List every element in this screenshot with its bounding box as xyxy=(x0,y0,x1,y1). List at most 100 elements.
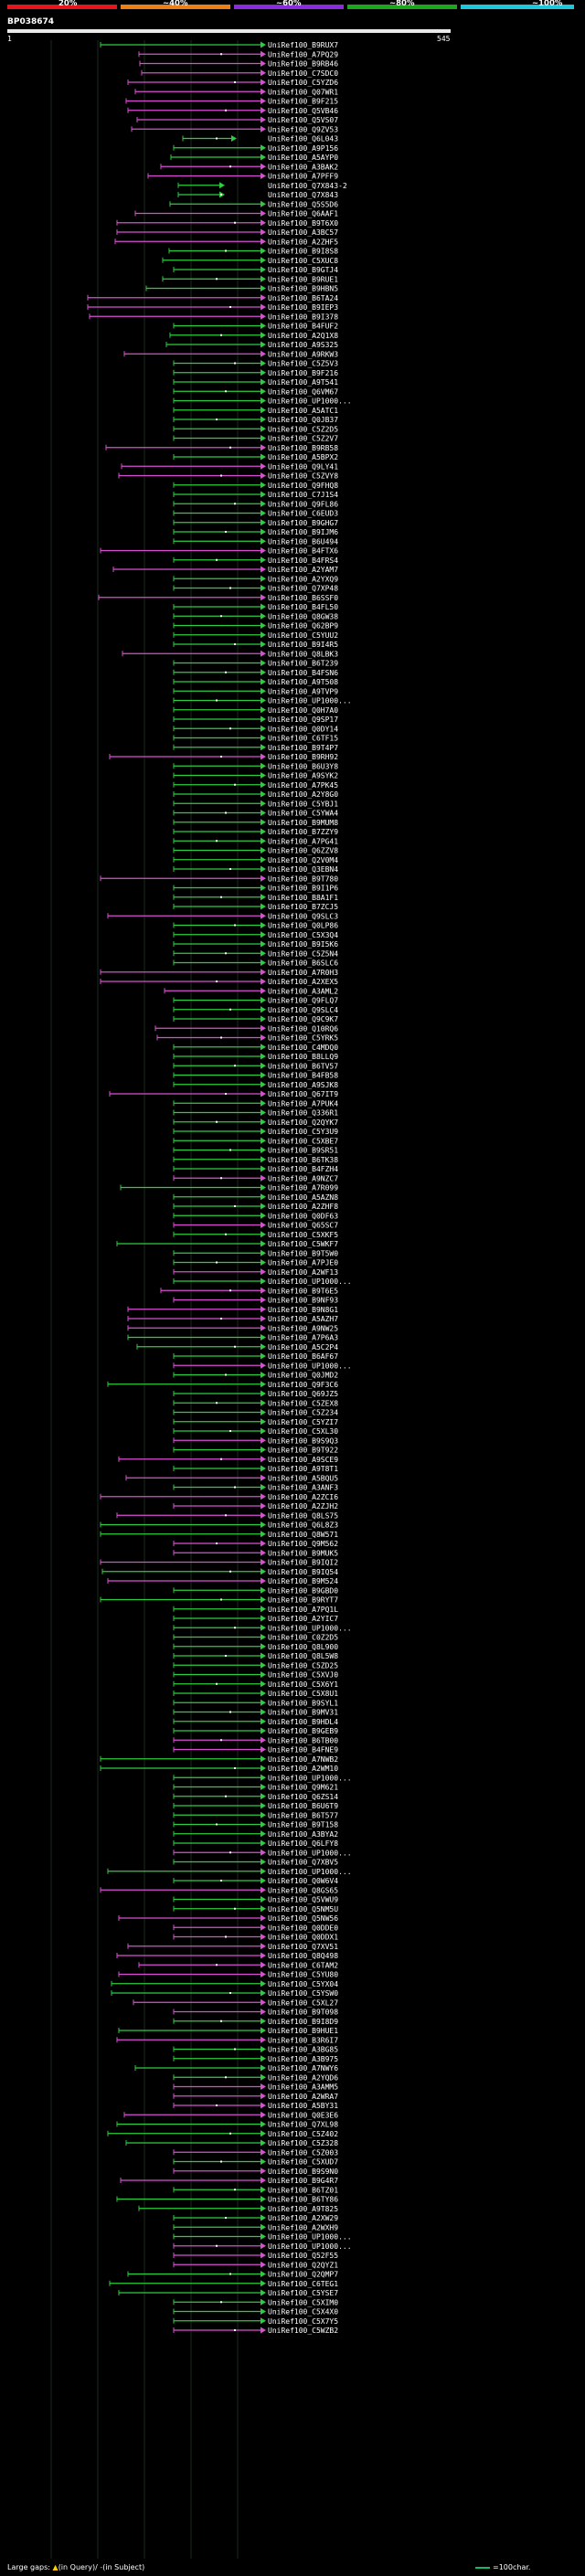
hit-row[interactable]: UniRef100_C5Z003 xyxy=(173,2148,338,2157)
hit-label[interactable]: UniRef100_C5X7Y5 xyxy=(268,2317,338,2326)
hit-row[interactable]: UniRef100_C5WKF7 xyxy=(116,1240,338,1248)
hit-label[interactable]: UniRef100_A7R099 xyxy=(268,1184,338,1193)
hit-row[interactable]: UniRef100_Q7XV51 xyxy=(127,1943,338,1951)
hit-row[interactable]: UniRef100_C5YZD6 xyxy=(127,79,338,87)
hit-row[interactable]: UniRef100_Q6L043 xyxy=(182,135,338,143)
hit-row[interactable]: UniRef100_Q2QYZ1 xyxy=(173,2261,338,2269)
hit-row[interactable]: UniRef100_C5Z5N4 xyxy=(173,949,338,958)
hit-row[interactable]: UniRef100_UP1000... xyxy=(173,1277,352,1286)
hit-row[interactable]: UniRef100_Q0H7A0 xyxy=(173,706,338,715)
hit-row[interactable]: UniRef100_B6SSF0 xyxy=(98,594,338,602)
hit-label[interactable]: UniRef100_Q65SC7 xyxy=(268,1222,338,1230)
hit-row[interactable]: UniRef100_Q65SC7 xyxy=(173,1222,338,1230)
hit-row[interactable]: UniRef100_B9I8D9 xyxy=(173,2018,338,2026)
hit-row[interactable]: UniRef100_A7PJE0 xyxy=(173,1259,338,1267)
hit-row[interactable]: UniRef100_Q5VS07 xyxy=(136,116,338,124)
hit-row[interactable]: UniRef100_B9HDL4 xyxy=(173,1718,338,1726)
hit-label[interactable]: UniRef100_C5Z234 xyxy=(268,1409,338,1417)
hit-label[interactable]: UniRef100_B4FRS4 xyxy=(268,557,338,565)
hit-row[interactable]: UniRef100_A2Y8G0 xyxy=(173,790,338,799)
hit-label[interactable]: UniRef100_B9IQ54 xyxy=(268,1568,338,1576)
hit-row[interactable]: UniRef100_Q6ZZV8 xyxy=(173,847,338,855)
hit-row[interactable]: UniRef100_B6SLC6 xyxy=(173,959,338,968)
hit-row[interactable]: UniRef100_Q9C9K7 xyxy=(173,1015,338,1023)
hit-row[interactable]: UniRef100_B6T577 xyxy=(173,1811,338,1819)
hit-label[interactable]: UniRef100_Q9LY41 xyxy=(268,462,338,471)
hit-label[interactable]: UniRef100_B9T6E5 xyxy=(268,1287,338,1295)
hit-row[interactable]: UniRef100_C5XBE7 xyxy=(173,1137,338,1145)
hit-row[interactable]: UniRef100_C5ZEX8 xyxy=(173,1399,338,1407)
hit-label[interactable]: UniRef100_UP1000... xyxy=(268,2242,352,2251)
hit-row[interactable]: UniRef100_Q7XP48 xyxy=(173,585,338,593)
hit-row[interactable]: UniRef100_C6TEG1 xyxy=(109,2280,338,2288)
hit-row[interactable]: UniRef100_Q5S5D6 xyxy=(169,200,338,208)
hit-label[interactable]: UniRef100_B9SR51 xyxy=(268,1147,338,1155)
hit-label[interactable]: UniRef100_Q6L043 xyxy=(268,135,338,143)
hit-row[interactable]: UniRef100_Q6L8Z3 xyxy=(100,1521,338,1530)
hit-row[interactable]: UniRef100_B9SR51 xyxy=(173,1147,338,1155)
hit-row[interactable]: UniRef100_B9HBN5 xyxy=(145,285,338,293)
hit-label[interactable]: UniRef100_A2ZHF8 xyxy=(268,1203,338,1211)
hit-row[interactable]: UniRef100_Q0JMD2 xyxy=(173,1372,338,1380)
hit-row[interactable]: UniRef100_A2YXQ9 xyxy=(173,575,338,583)
hit-row[interactable]: UniRef100_Q9F3C6 xyxy=(107,1381,338,1389)
hit-label[interactable]: UniRef100_Q6ZZV8 xyxy=(268,847,338,855)
hit-label[interactable]: UniRef100_Q67IT9 xyxy=(268,1090,338,1098)
hit-label[interactable]: UniRef100_Q52F55 xyxy=(268,2252,338,2260)
hit-label[interactable]: UniRef100_A5C2P4 xyxy=(268,1343,338,1352)
hit-label[interactable]: UniRef100_A7PUK4 xyxy=(268,1099,338,1108)
hit-label[interactable]: UniRef100_Q5S5D6 xyxy=(268,200,338,208)
hit-row[interactable]: UniRef100_B9NF93 xyxy=(173,1297,338,1305)
hit-label[interactable]: UniRef100_C5X4X0 xyxy=(268,2308,338,2316)
hit-label[interactable]: UniRef100_C5XUD7 xyxy=(268,2158,338,2167)
hit-label[interactable]: UniRef100_C5YSW0 xyxy=(268,1989,338,1998)
hit-row[interactable]: UniRef100_A3BAK2 xyxy=(160,163,338,171)
hit-row[interactable]: UniRef100_C5X6Y1 xyxy=(173,1680,338,1689)
hit-row[interactable]: UniRef100_C7SDC0 xyxy=(141,69,338,78)
hit-row[interactable]: UniRef100_A2ZJH2 xyxy=(173,1502,338,1511)
hit-label[interactable]: UniRef100_C5Z328 xyxy=(268,2139,338,2147)
hit-label[interactable]: UniRef100_Q0W6V4 xyxy=(268,1877,338,1885)
hit-label[interactable]: UniRef100_B9RYT7 xyxy=(268,1596,338,1605)
hit-row[interactable]: UniRef100_UP1000... xyxy=(173,1774,352,1782)
hit-label[interactable]: UniRef100_C5X3Q4 xyxy=(268,931,338,939)
hit-row[interactable]: UniRef100_B6U494 xyxy=(173,537,338,546)
hit-row[interactable]: UniRef100_Q07WR1 xyxy=(134,88,338,96)
hit-label[interactable]: UniRef100_C6TAM2 xyxy=(268,1961,338,1969)
hit-row[interactable]: UniRef100_B9MUK5 xyxy=(173,1549,338,1557)
hit-label[interactable]: UniRef100_UP1000... xyxy=(268,1849,352,1857)
hit-label[interactable]: UniRef100_B9T6X0 xyxy=(268,219,338,228)
hit-label[interactable]: UniRef100_Q7XL98 xyxy=(268,2121,338,2129)
hit-row[interactable]: UniRef100_B9G4R7 xyxy=(120,2177,338,2185)
hit-label[interactable]: UniRef100_B9RB46 xyxy=(268,60,338,69)
hit-row[interactable]: UniRef100_C5X3Q4 xyxy=(173,931,338,939)
hit-row[interactable]: UniRef100_UP1000... xyxy=(173,2242,352,2251)
hit-row[interactable]: UniRef100_C5ZVY8 xyxy=(118,472,338,481)
hit-label[interactable]: UniRef100_B9MUK5 xyxy=(268,1549,338,1557)
hit-row[interactable]: UniRef100_B9RUX7 xyxy=(100,41,338,49)
hit-label[interactable]: UniRef100_A5ATC1 xyxy=(268,407,338,415)
hit-label[interactable]: UniRef100_UP1000... xyxy=(268,1868,352,1876)
hit-row[interactable]: UniRef100_Q336R1 xyxy=(173,1109,338,1118)
hit-row[interactable]: UniRef100_C5XL27 xyxy=(133,1998,338,2007)
hit-label[interactable]: UniRef100_A2XW29 xyxy=(268,2214,338,2222)
hit-label[interactable]: UniRef100_C5YU80 xyxy=(268,1971,338,1979)
hit-label[interactable]: UniRef100_B9GHG7 xyxy=(268,519,338,527)
hit-label[interactable]: UniRef100_B9I8D9 xyxy=(268,2018,338,2026)
hit-label[interactable]: UniRef100_Q6ZS14 xyxy=(268,1793,338,1801)
hit-row[interactable]: UniRef100_A3AML2 xyxy=(164,987,338,995)
hit-label[interactable]: UniRef100_B9IQI2 xyxy=(268,1559,338,1567)
hit-label[interactable]: UniRef100_A3BYA2 xyxy=(268,1830,338,1839)
hit-label[interactable]: UniRef100_B9SYL1 xyxy=(268,1699,338,1707)
hit-row[interactable]: UniRef100_A9NW25 xyxy=(127,1324,338,1332)
hit-label[interactable]: UniRef100_A3B975 xyxy=(268,2055,338,2063)
hit-label[interactable]: UniRef100_Q7XP48 xyxy=(268,585,338,593)
hit-row[interactable]: UniRef100_Q6AAF1 xyxy=(134,210,338,218)
hit-row[interactable]: UniRef100_Q8GW38 xyxy=(173,612,338,620)
hit-row[interactable]: UniRef100_A5BPX2 xyxy=(173,453,338,461)
hit-row[interactable]: UniRef100_A2YIC7 xyxy=(173,1615,338,1623)
hit-label[interactable]: UniRef100_B9GBD0 xyxy=(268,1586,338,1595)
hit-row[interactable]: UniRef100_C4MDQ0 xyxy=(173,1044,338,1052)
hit-label[interactable]: UniRef100_B9I5K6 xyxy=(268,940,338,949)
hit-label[interactable]: UniRef100_B4FSN6 xyxy=(268,669,338,677)
